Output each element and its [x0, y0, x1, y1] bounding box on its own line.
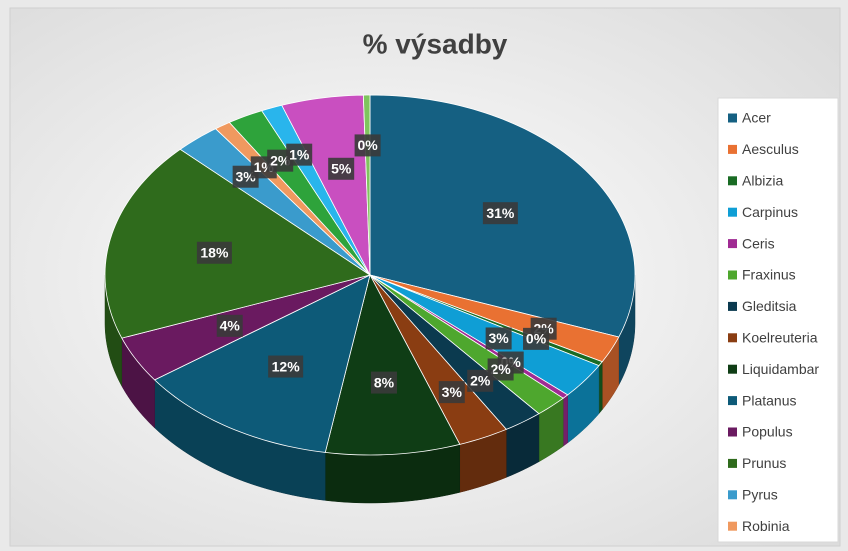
- data-label: 31%: [486, 205, 515, 221]
- legend-swatch: [728, 521, 737, 531]
- slice: [228, 110, 371, 276]
- data-label: 8%: [374, 374, 395, 390]
- legend-swatch: [728, 364, 737, 374]
- data-label: 12%: [272, 358, 301, 374]
- data-label: 3%: [489, 330, 510, 346]
- data-label-box: [523, 327, 550, 350]
- data-label: 5%: [331, 160, 352, 176]
- data-label-box: [286, 143, 313, 166]
- slice-side: [562, 394, 568, 447]
- legend-label: Prunus: [742, 455, 786, 471]
- slice: [179, 128, 371, 276]
- slice: [369, 274, 508, 445]
- legend-label: Fraxinus: [742, 267, 796, 283]
- legend-label: Albizia: [742, 173, 783, 189]
- data-label: 0%: [357, 137, 378, 153]
- legend-swatch: [728, 458, 737, 468]
- legend-swatch: [728, 113, 737, 123]
- legend-label: Ceris: [742, 235, 775, 251]
- data-label: 2%: [470, 373, 491, 389]
- data-label: 1%: [289, 146, 310, 162]
- legend-swatch: [728, 144, 737, 154]
- legend-swatch: [728, 396, 737, 406]
- legend-swatch: [728, 270, 737, 280]
- data-label-box: [328, 157, 355, 180]
- data-label: 2%: [270, 152, 291, 168]
- legend-label: Liquidambar: [742, 361, 819, 377]
- data-label-box: [467, 369, 494, 392]
- legend-swatch: [728, 301, 737, 311]
- chart-title: % výsadby: [363, 28, 508, 59]
- data-label-box: [354, 134, 381, 157]
- data-label-box: [196, 241, 232, 264]
- slice: [153, 274, 371, 453]
- data-label-box: [485, 327, 512, 350]
- legend-label: Pyrus: [742, 487, 778, 503]
- legend-label: Robinia: [742, 518, 790, 534]
- slice: [121, 274, 371, 381]
- slice: [104, 148, 371, 339]
- data-label: 3%: [442, 384, 463, 400]
- legend-label: Gleditsia: [742, 298, 797, 314]
- slice: [369, 274, 600, 396]
- legend-swatch: [728, 239, 737, 249]
- legend-box: [717, 97, 839, 543]
- data-label: 4%: [220, 318, 241, 334]
- slice: [369, 274, 564, 415]
- legend-swatch: [728, 207, 737, 217]
- slice: [369, 274, 540, 430]
- data-label-box: [482, 202, 518, 225]
- legend-label: Koelreuteria: [742, 330, 818, 346]
- slice-side: [598, 361, 603, 415]
- legend-label: Populus: [742, 424, 793, 440]
- data-label-box: [268, 355, 304, 378]
- data-label-box: [216, 314, 243, 337]
- data-label-box: [370, 371, 397, 394]
- data-label: 2%: [490, 361, 511, 377]
- legend-swatch: [728, 176, 737, 186]
- legend-swatch: [728, 427, 737, 437]
- slice: [281, 94, 371, 276]
- data-label-box: [438, 381, 465, 404]
- data-label: 0%: [526, 331, 547, 347]
- legend-swatch: [728, 490, 737, 500]
- data-label-box: [487, 358, 514, 381]
- slice: [369, 274, 620, 363]
- legend-label: Carpinus: [742, 204, 798, 220]
- legend-label: Aesculus: [742, 141, 799, 157]
- legend-swatch: [728, 333, 737, 343]
- data-label: 18%: [200, 244, 229, 260]
- legend-label: Platanus: [742, 392, 796, 408]
- legend-label: Acer: [742, 110, 771, 126]
